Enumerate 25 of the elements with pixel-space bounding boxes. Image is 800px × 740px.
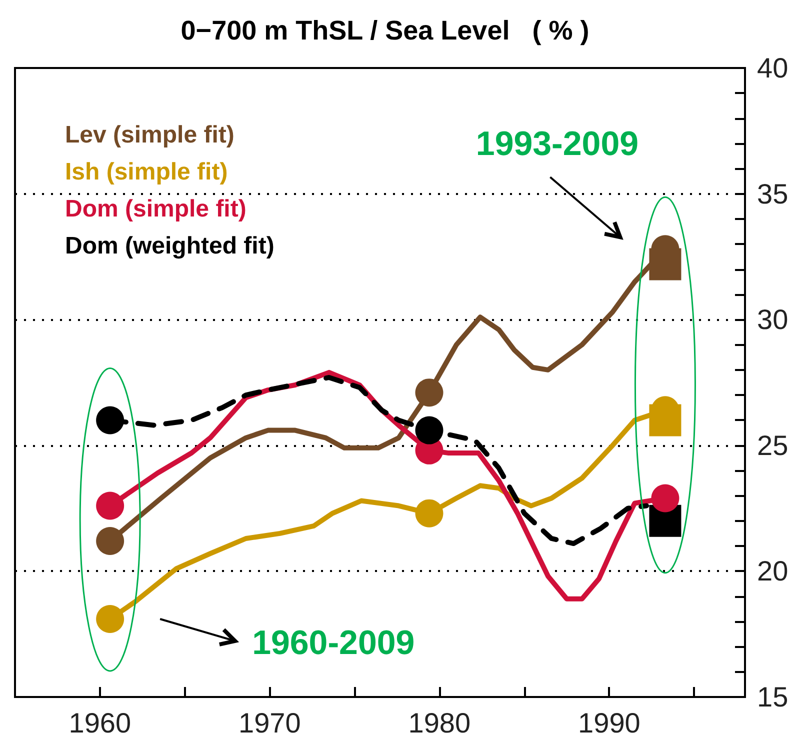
point — [96, 406, 124, 434]
y-tick-label: 35 — [757, 178, 788, 210]
text: Dom (simple fit) — [65, 196, 246, 222]
y-tick-label: 15 — [757, 682, 788, 712]
x-tick-label: 1960 — [68, 708, 132, 738]
x-tick-label: 1980 — [408, 708, 471, 738]
x-tick-label: 1970 — [238, 708, 301, 738]
annotation: 1993-2009 — [476, 125, 639, 164]
point — [415, 378, 444, 407]
point — [651, 484, 680, 512]
x-tick-label: 1990 — [578, 708, 640, 738]
y-tick-label: 30 — [757, 304, 788, 336]
annotation: 1960-2009 — [252, 624, 415, 662]
text: Dom (weighted fit) — [65, 232, 274, 260]
point — [415, 416, 444, 444]
point — [96, 492, 124, 520]
point — [96, 605, 124, 633]
y-tick-label: 40 — [757, 52, 788, 84]
y-tick-label: 25 — [757, 430, 788, 461]
point — [96, 527, 124, 555]
point — [415, 499, 444, 528]
chart-title: 0−700 m ThSL / Sea Level ( % ) — [180, 16, 590, 46]
text: Ish (simple fit) — [65, 158, 228, 186]
text: Lev (simple fit) — [65, 122, 234, 148]
y-tick-label: 20 — [757, 556, 788, 587]
